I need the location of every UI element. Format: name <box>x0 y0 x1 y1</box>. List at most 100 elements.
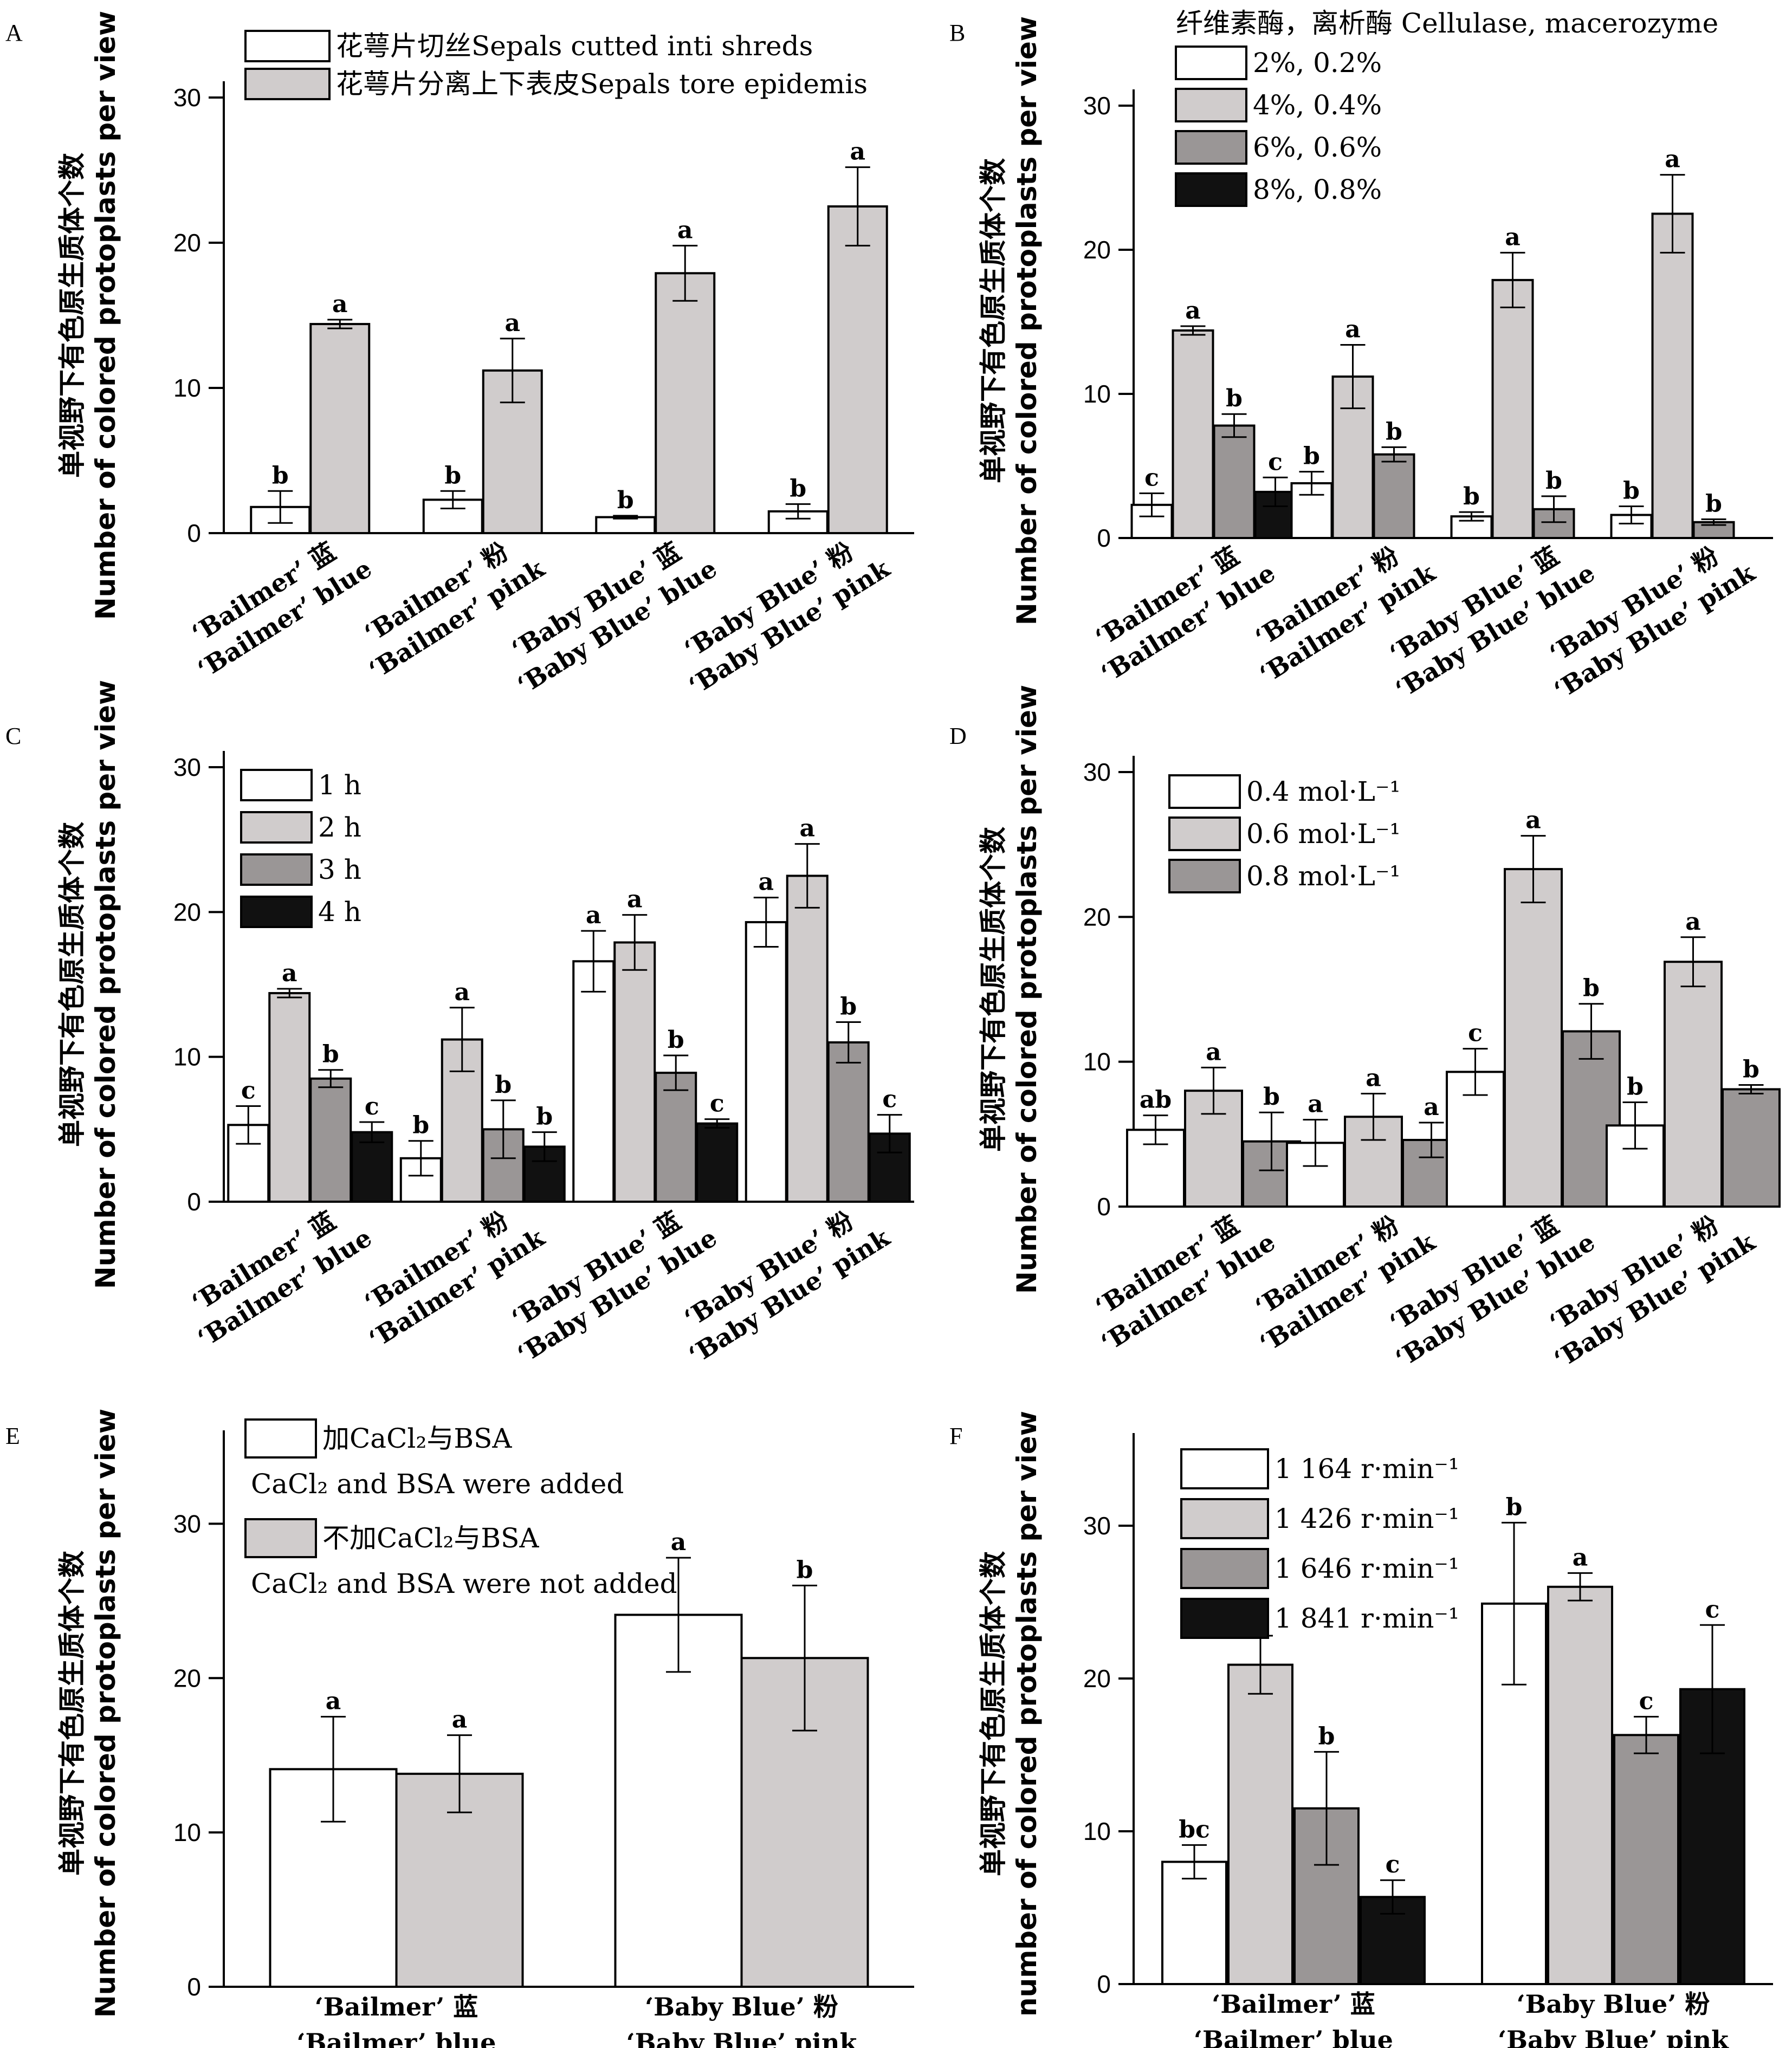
significance-label: a <box>1573 1544 1588 1571</box>
legend-label: 1 164 r·min⁻¹ <box>1275 1453 1459 1485</box>
legend-swatch <box>1168 816 1241 851</box>
significance-label: a <box>1525 807 1541 834</box>
y-tick-label: 0 <box>187 519 201 547</box>
bar <box>1613 1734 1679 1986</box>
bar <box>1651 212 1694 539</box>
significance-label: a <box>1665 146 1680 173</box>
legend-swatch <box>1168 859 1241 893</box>
category-label: ‘Bailmer’ 粉‘Bailmer’ pink <box>359 536 550 685</box>
significance-label: c <box>710 1090 724 1118</box>
significance-label: b <box>1263 1083 1280 1111</box>
significance-label: b <box>797 1556 813 1584</box>
significance-label: bc <box>1179 1816 1210 1843</box>
bar <box>1547 1585 1613 1986</box>
legend-swatch <box>1175 130 1247 165</box>
legend-label: 8%, 0.8% <box>1253 174 1382 205</box>
bar <box>827 1041 870 1203</box>
legend-swatch <box>1175 88 1247 122</box>
y-axis-label-cn: 单视野下有色原生质体个数 <box>56 153 88 478</box>
bar <box>1213 424 1256 540</box>
legend-swatch <box>1168 774 1241 809</box>
significance-label: c <box>1144 464 1159 492</box>
significance-label: b <box>444 462 461 489</box>
legend-label: 加CaCl₂与BSA <box>322 1423 512 1454</box>
bar <box>655 1072 697 1203</box>
panel-letter: C <box>5 723 21 749</box>
y-tick-label: 0 <box>187 1188 201 1216</box>
y-axis-label-en: number of colored protoplasts per view <box>1011 1411 1043 2017</box>
category-label: ‘Baby Blue’ 粉‘Baby Blue’ pink <box>679 536 895 701</box>
y-axis-label: 单视野下有色原生质体个数 Number of colored protoplast… <box>56 11 121 620</box>
significance-label: b <box>840 993 857 1021</box>
y-axis-label: 单视野下有色原生质体个数 number of colored protoplast… <box>978 1411 1043 2017</box>
legend-label: 0.6 mol·L⁻¹ <box>1246 818 1400 850</box>
legend-swatch <box>244 30 331 62</box>
significance-label: c <box>1386 1851 1400 1878</box>
bar <box>1491 278 1534 539</box>
legend-label: 1 426 r·min⁻¹ <box>1275 1503 1459 1534</box>
legend-swatch <box>1180 1448 1269 1489</box>
significance-label: b <box>495 1071 512 1099</box>
category-label-cn: ‘Baby Blue’ 粉 <box>1517 1989 1710 2019</box>
chart-panel-c: C 0 10 20 30 单视野下有色原生质体个数 Number of colored pr… <box>5 680 914 1370</box>
bar <box>351 1131 393 1203</box>
bar <box>1227 1663 1293 1986</box>
y-axis-label-cn: 单视野下有色原生质体个数 <box>56 822 88 1147</box>
significance-label: a <box>332 290 348 318</box>
y-axis-label-cn: 单视野下有色原生质体个数 <box>56 1551 88 1876</box>
category-label-cn: ‘Baby Blue’ 粉 <box>645 1992 838 2021</box>
legend-label: 0.8 mol·L⁻¹ <box>1246 860 1400 892</box>
y-tick-label: 0 <box>187 1973 201 2001</box>
legend-label-en: CaCl₂ and BSA were not added <box>251 1568 677 1599</box>
legend-swatch <box>240 769 313 801</box>
legend-swatch <box>244 1518 317 1558</box>
category-label-en: ‘Baby Blue’ pink <box>1498 2025 1729 2048</box>
panel-letter: B <box>949 20 965 46</box>
significance-label: c <box>1468 1020 1483 1047</box>
significance-label: b <box>1705 490 1722 517</box>
legend-label: 不加CaCl₂与BSA <box>322 1522 539 1554</box>
category-label-en: ‘Bailmer’ blue <box>1194 2025 1393 2048</box>
y-tick-label: 10 <box>1083 380 1111 408</box>
significance-label: b <box>536 1103 553 1131</box>
significance-label: a <box>1685 908 1701 936</box>
legend-swatch <box>1180 1598 1269 1639</box>
y-tick-label: 10 <box>173 1818 201 1846</box>
significance-label: b <box>1318 1722 1335 1750</box>
significance-label: b <box>1743 1055 1759 1083</box>
significance-label: c <box>1705 1596 1720 1623</box>
significance-label: a <box>850 138 865 166</box>
legend-label: 3 h <box>318 854 361 885</box>
significance-label: a <box>627 886 643 913</box>
y-tick-label: 20 <box>1083 1664 1111 1693</box>
y-tick-label: 30 <box>173 83 201 112</box>
legend-swatch <box>240 811 313 844</box>
bar <box>309 323 371 535</box>
legend-label: 0.4 mol·L⁻¹ <box>1246 776 1400 807</box>
y-axis-label-en: Number of colored protoplasts per view <box>1011 685 1043 1294</box>
legend-label: 4%, 0.4% <box>1253 89 1382 121</box>
bar <box>614 1613 743 1988</box>
panel-letter: A <box>5 20 23 46</box>
legend-swatch <box>240 896 313 928</box>
legend-swatch <box>240 853 313 886</box>
y-tick-label: 0 <box>1097 524 1111 552</box>
y-axis-label: 单视野下有色原生质体个数 Number of colored protoplast… <box>978 16 1043 625</box>
significance-label: b <box>617 487 634 514</box>
y-tick-label: 20 <box>173 229 201 257</box>
y-tick-label: 0 <box>1097 1970 1111 1998</box>
significance-label: a <box>1505 223 1521 251</box>
legend-swatch <box>1175 46 1247 80</box>
legend-swatch <box>244 68 331 100</box>
significance-label: a <box>452 1706 468 1734</box>
category-label-cn: ‘Bailmer’ 蓝 <box>1212 1989 1375 2019</box>
significance-label: a <box>799 815 815 842</box>
category-label-cn: ‘Bailmer’ 蓝 <box>315 1992 478 2021</box>
significance-label: a <box>677 216 693 244</box>
category-label: ‘Bailmer’ 蓝‘Bailmer’ blue <box>1090 541 1280 688</box>
bar <box>1664 961 1723 1208</box>
legend-label: 花萼片分离上下表皮Sepals tore epidemis <box>336 68 868 100</box>
significance-label: b <box>1463 483 1480 510</box>
bar <box>786 874 829 1203</box>
significance-label: b <box>412 1112 429 1139</box>
